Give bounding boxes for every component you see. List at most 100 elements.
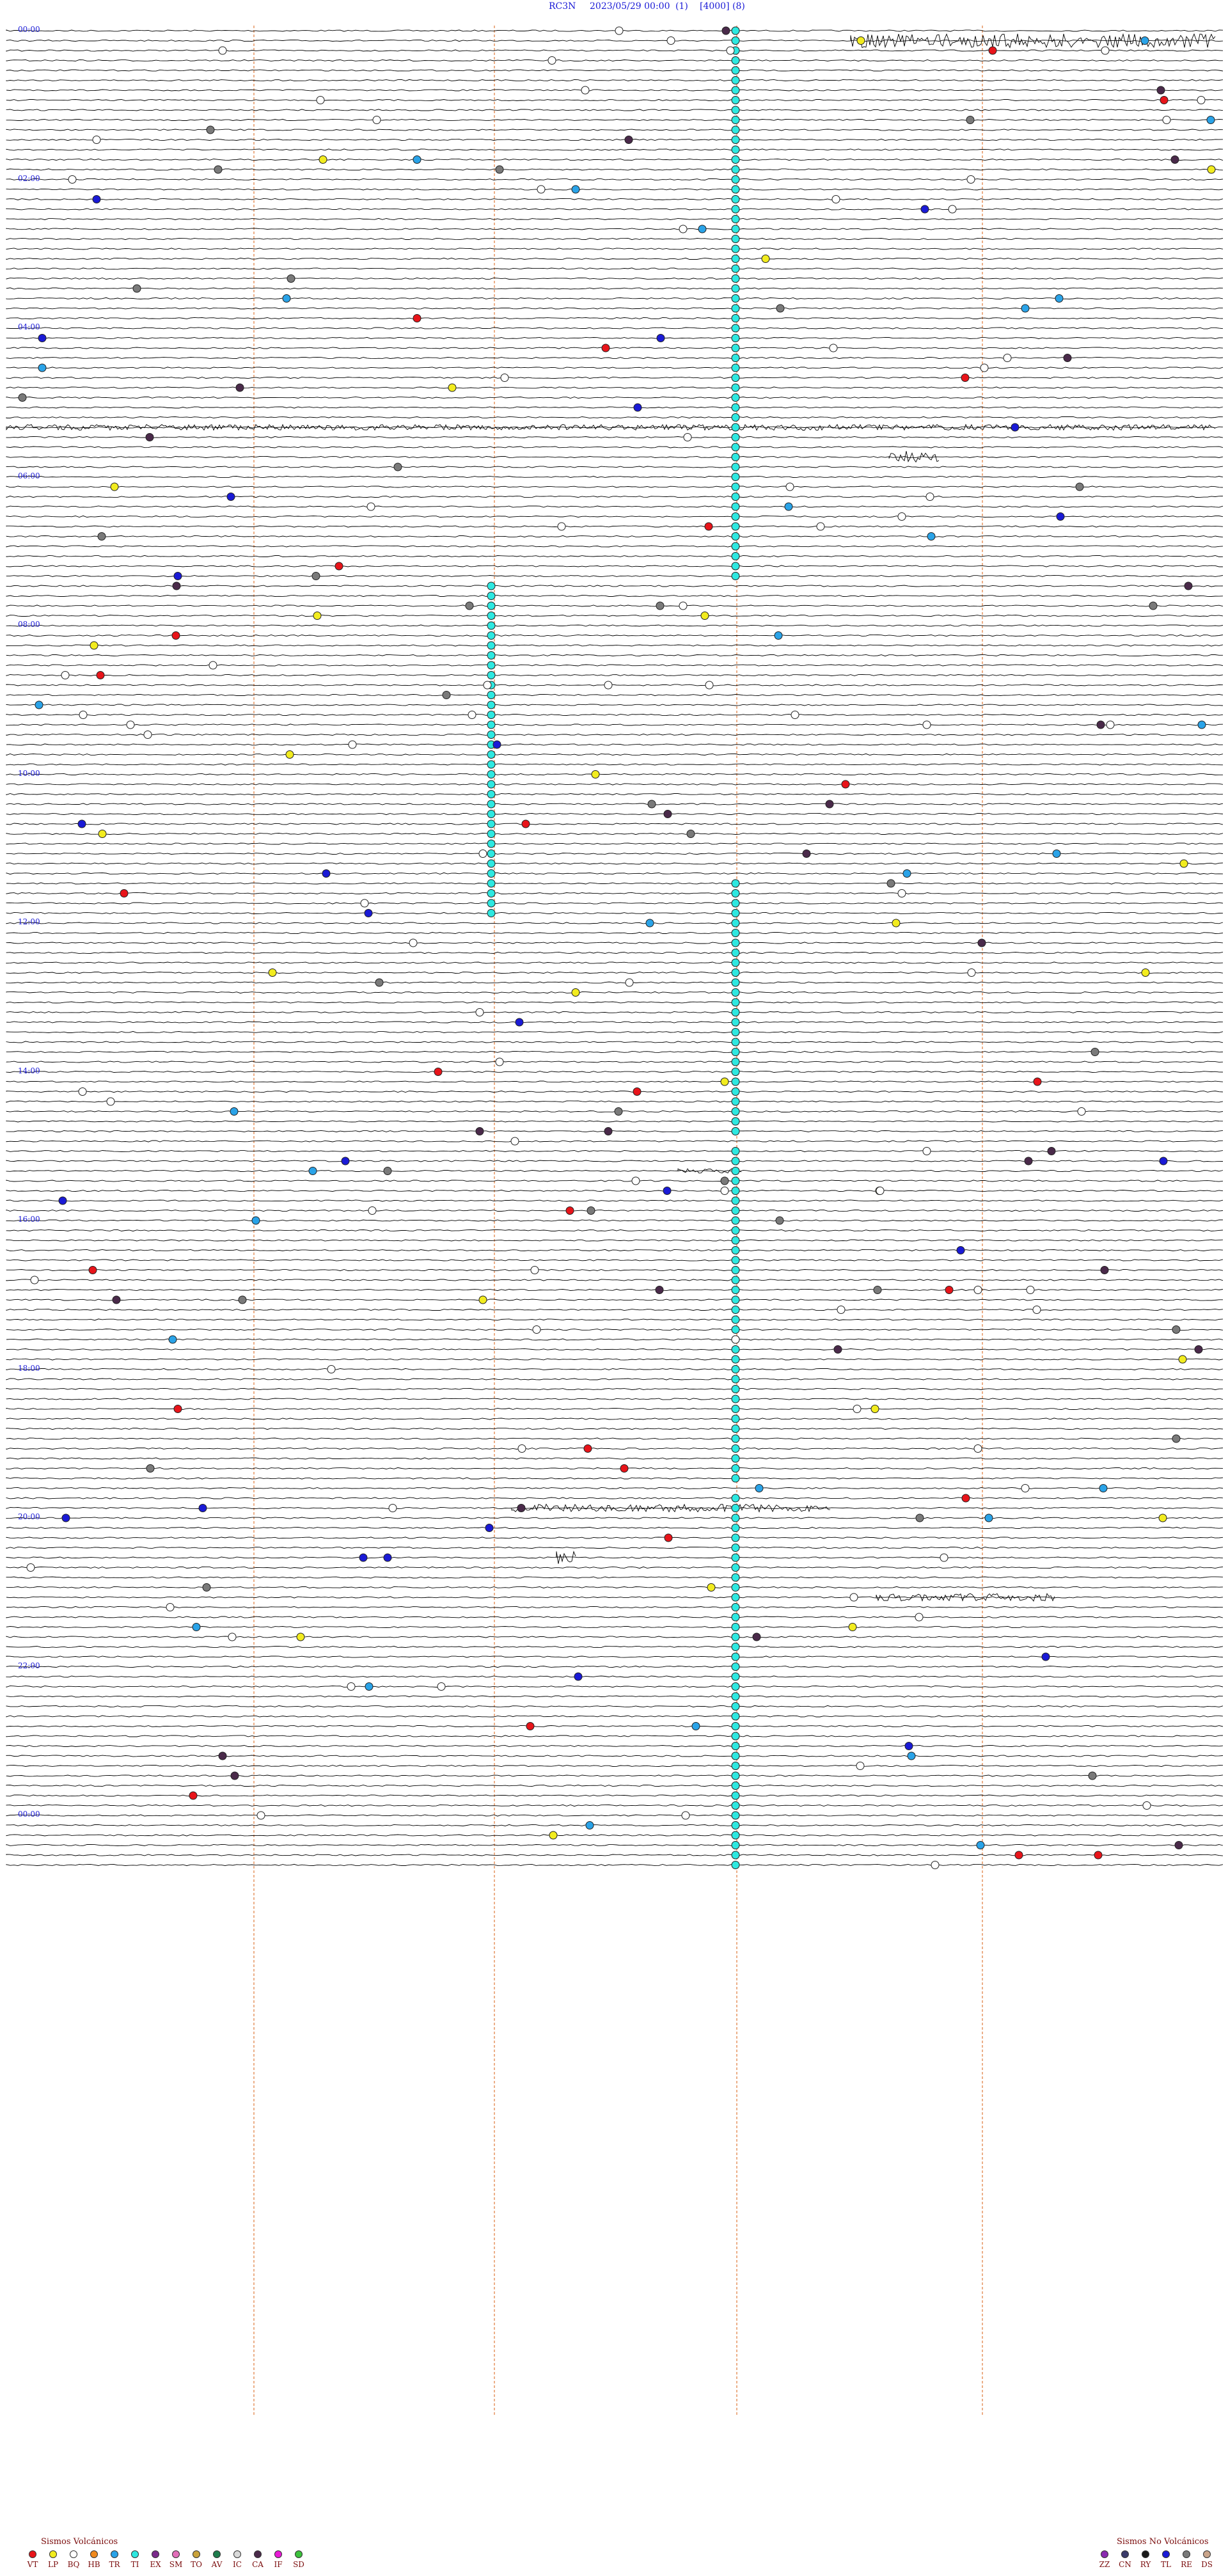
legend-item: AV [209, 2550, 225, 2569]
event-marker [106, 1097, 115, 1106]
event-marker-ti [731, 1365, 740, 1373]
event-marker [902, 869, 911, 878]
event-marker [168, 1335, 177, 1344]
event-marker-ti [731, 502, 740, 511]
event-marker [945, 1286, 954, 1294]
trace-line [6, 545, 1224, 548]
trace-line [6, 1695, 1224, 1698]
event-marker [656, 601, 665, 610]
trace-line [6, 1586, 1224, 1589]
legend-swatch [213, 2550, 221, 2558]
legend-code: CA [252, 2560, 264, 2569]
trace-line [6, 942, 1224, 944]
legend-volcanic-items: VT LP BQ HB TR TI EX SM TO AV IC CA IF SD [24, 2550, 307, 2569]
signal-burst [6, 423, 1216, 431]
event-marker [383, 1167, 392, 1175]
trace-line [6, 307, 1223, 310]
trace-line [6, 803, 1224, 805]
trace-line [6, 1477, 1224, 1480]
event-marker [483, 681, 492, 690]
event-marker [1100, 1266, 1109, 1274]
event-marker [1014, 1851, 1023, 1860]
legend-code: RY [1140, 2560, 1151, 2569]
event-marker-ti [487, 691, 496, 699]
event-marker [311, 572, 320, 580]
event-marker [785, 482, 794, 491]
trace-line [6, 1606, 1223, 1609]
event-marker-ti [731, 562, 740, 571]
event-marker [1170, 155, 1179, 164]
event-marker [1094, 1851, 1103, 1860]
event-marker [1179, 859, 1188, 868]
event-marker-ti [731, 1742, 740, 1750]
event-marker [434, 1068, 443, 1076]
event-marker [1077, 1107, 1086, 1116]
trace-line [6, 555, 1224, 558]
trace-line [6, 317, 1224, 320]
trace-line [6, 148, 1224, 151]
legend-code: IC [233, 2560, 242, 2569]
event-marker [583, 1444, 592, 1453]
trace-line [6, 228, 1224, 230]
event-marker [348, 740, 357, 749]
legend-swatch [152, 2550, 159, 2558]
event-marker [530, 1266, 539, 1274]
event-marker [1184, 581, 1193, 590]
trace-line [6, 1418, 1224, 1420]
event-marker [966, 116, 975, 124]
trace-line [6, 158, 1224, 161]
event-marker-ti [731, 116, 740, 124]
legend-volcanic-title: Sismos Volcánicos [41, 2537, 118, 2547]
legend-item: SM [168, 2550, 184, 2569]
event-marker [731, 1335, 740, 1344]
trace-line [6, 604, 1224, 607]
trace-line [6, 1447, 1224, 1450]
event-marker [681, 1811, 690, 1820]
event-marker-ti [731, 175, 740, 184]
event-marker-ti [731, 1464, 740, 1473]
event-marker [495, 1057, 504, 1066]
legend-code: LP [47, 2560, 59, 2569]
legend-item: TI [127, 2550, 143, 2569]
hour-label: 22:00 [18, 1661, 40, 1670]
event-marker-ti [731, 1276, 740, 1284]
event-marker [886, 879, 895, 888]
legend-swatch [1183, 2550, 1190, 2558]
trace-line [6, 396, 1224, 399]
event-marker [966, 175, 975, 184]
trace-line [6, 783, 1224, 786]
trace-line [6, 624, 1224, 627]
trace-line [6, 188, 1224, 191]
event-marker [664, 1533, 673, 1542]
trace-line [6, 823, 1224, 825]
hour-label: 00:00 [18, 25, 40, 34]
trace-line [6, 1744, 1224, 1748]
legend-code: IF [274, 2560, 283, 2569]
event-marker-ti [731, 1107, 740, 1116]
event-marker [61, 1513, 70, 1522]
trace-line [6, 912, 1224, 915]
event-marker-ti [731, 383, 740, 392]
trace-line [6, 1358, 1224, 1361]
event-marker-ti [731, 1345, 740, 1354]
event-marker [925, 493, 934, 501]
event-marker-ti [731, 522, 740, 531]
event-marker [192, 1623, 201, 1631]
trace-line [6, 1021, 1224, 1023]
event-marker-ti [487, 612, 496, 620]
event-marker-ti [731, 1325, 740, 1334]
legend-item: ZZ [1096, 2550, 1113, 2569]
event-marker [316, 96, 325, 104]
hour-label: 18:00 [18, 1363, 40, 1373]
trace-line [6, 1219, 1224, 1222]
legend-item: IC [229, 2550, 246, 2569]
event-marker [547, 56, 556, 65]
hour-label: 14:00 [18, 1066, 40, 1075]
legend-code: TL [1161, 2560, 1171, 2569]
legend-volcanic: Sismos Volcánicos VT LP BQ HB TR TI EX SM TO AV IC… [24, 2537, 307, 2569]
event-marker [922, 720, 931, 729]
event-marker-ti [731, 1117, 740, 1126]
trace-line [6, 416, 1224, 419]
legend-item: CN [1117, 2550, 1133, 2569]
event-marker [341, 1157, 350, 1166]
